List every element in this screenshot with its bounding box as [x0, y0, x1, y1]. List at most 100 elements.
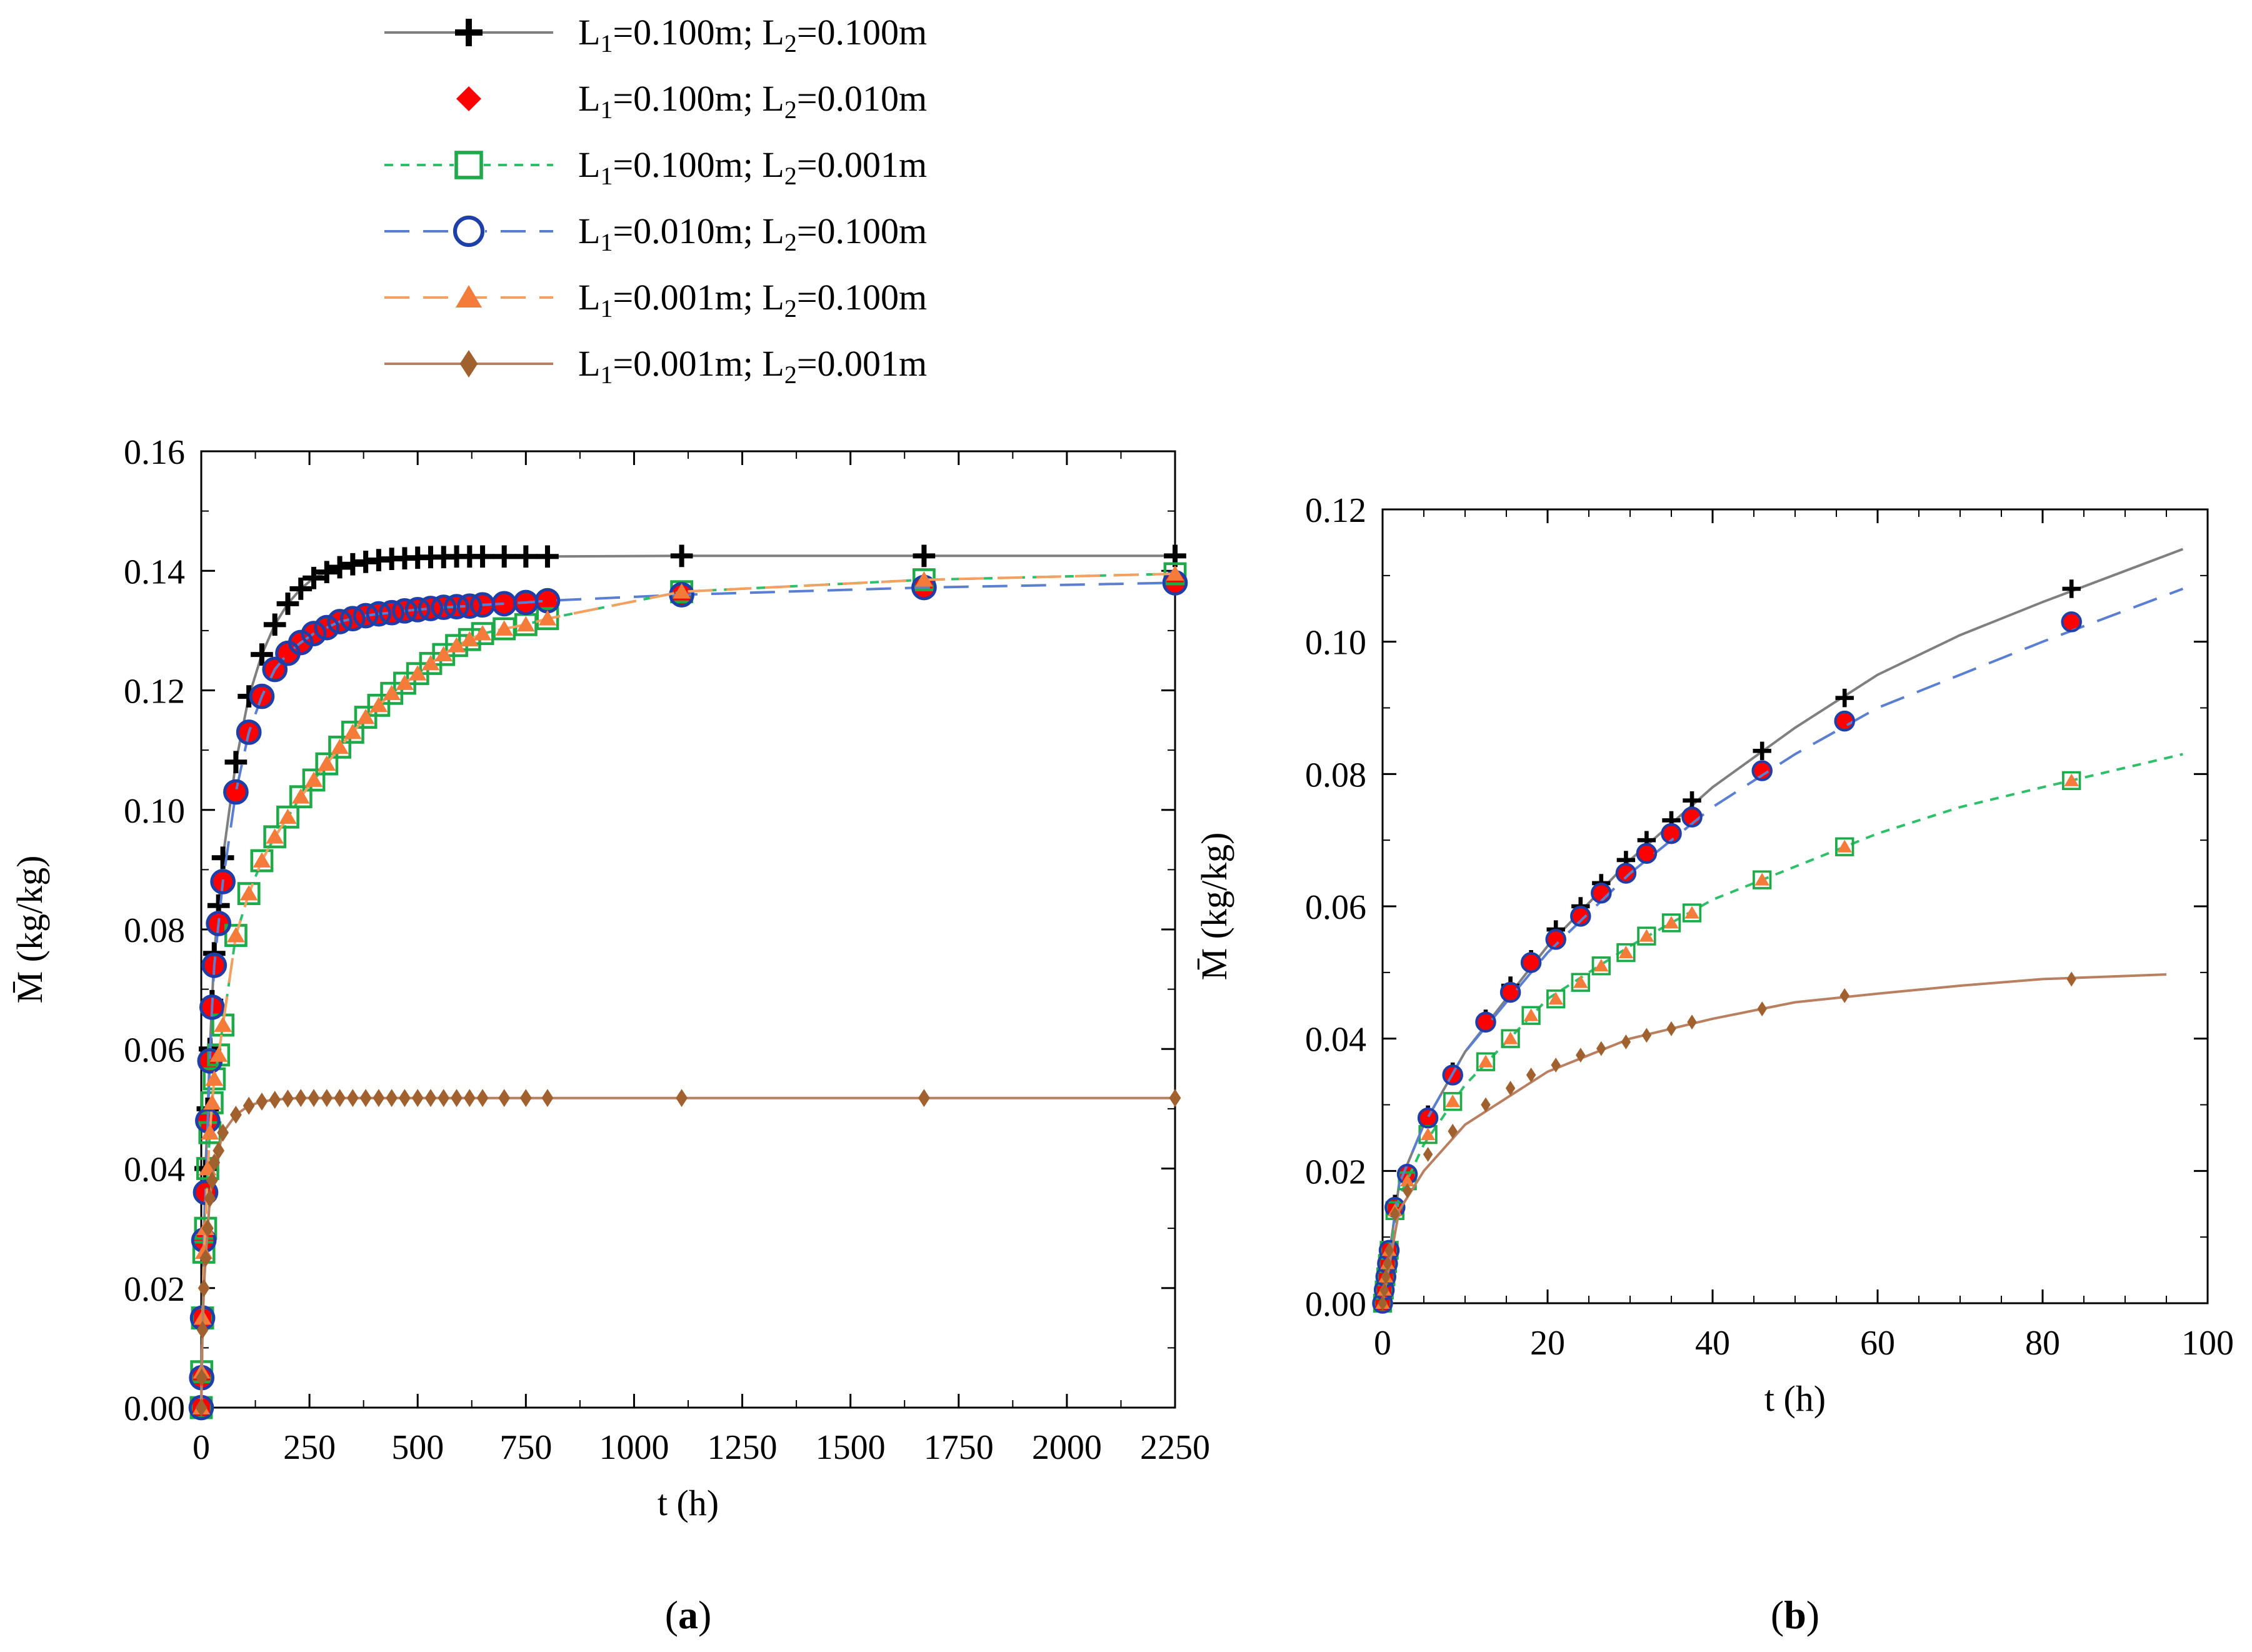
data-point-shape — [1661, 913, 1681, 933]
data-point — [392, 598, 418, 624]
x-tick-label: 1000 — [599, 1428, 669, 1467]
data-point — [217, 1123, 229, 1142]
data-point — [1442, 1064, 1463, 1086]
data-point — [1591, 956, 1611, 976]
data-point-shape — [673, 583, 691, 599]
panel-label-close: ) — [1806, 1593, 1819, 1637]
data-point-shape — [269, 1091, 281, 1109]
legend-label: L1=0.010m; L2=0.100m — [578, 211, 927, 256]
data-point-shape — [262, 656, 288, 683]
data-point-shape — [456, 593, 483, 619]
data-point-shape — [1637, 926, 1656, 946]
data-point-shape — [1443, 1092, 1463, 1111]
data-point-shape — [396, 674, 414, 690]
series-line — [1381, 588, 2184, 1304]
data-point-shape — [1551, 1058, 1561, 1073]
data-point — [444, 594, 469, 619]
series-line — [200, 573, 1176, 1408]
data-point-shape — [1753, 762, 1771, 780]
data-point — [1638, 844, 1656, 863]
series-line — [200, 1096, 1175, 1408]
y-tick-label: 0.04 — [124, 1151, 185, 1189]
legend-entry-s6: L1=0.001m; L2=0.001m — [384, 343, 927, 389]
data-point — [424, 1089, 437, 1108]
legend-marker — [456, 285, 482, 308]
data-point-shape — [288, 629, 314, 656]
data-point-shape — [251, 643, 273, 666]
data-point-shape — [328, 735, 351, 759]
data-point-shape — [318, 755, 336, 771]
data-point-shape — [434, 646, 453, 662]
data-point-shape — [1835, 837, 1854, 856]
y-tick-label: 0.02 — [124, 1270, 185, 1309]
data-point — [308, 1089, 320, 1108]
data-point-shape — [1546, 989, 1566, 1009]
data-point-shape — [676, 1089, 688, 1108]
data-point — [214, 1016, 232, 1032]
data-point — [2063, 613, 2081, 631]
data-point-shape — [1615, 863, 1637, 884]
data-point — [315, 752, 339, 776]
data-point — [207, 1043, 231, 1067]
data-point — [210, 869, 236, 894]
data-point-shape — [328, 556, 351, 579]
data-point — [236, 719, 262, 745]
data-point — [2062, 579, 2081, 598]
data-point-shape — [1638, 844, 1656, 863]
data-point-shape — [1505, 1081, 1516, 1096]
data-point — [205, 1070, 224, 1086]
data-point — [1399, 1174, 1415, 1187]
data-point — [314, 614, 340, 641]
data-point — [1573, 975, 1588, 988]
panel-label-open: ( — [1771, 1593, 1784, 1637]
data-point — [670, 544, 693, 568]
data-point-shape — [198, 1279, 210, 1298]
data-point-shape — [230, 1105, 242, 1124]
data-point — [224, 924, 248, 947]
data-point-shape — [2063, 613, 2081, 631]
legend-text-part: =0.010m — [797, 78, 927, 119]
x-tick-label: 750 — [499, 1428, 552, 1467]
data-point-shape — [471, 545, 494, 568]
data-point-shape — [236, 719, 262, 745]
data-point — [243, 1096, 255, 1115]
data-point — [223, 779, 249, 805]
data-point-shape — [1520, 952, 1542, 973]
data-point-shape — [1666, 1021, 1676, 1036]
y-tick-label: 0.04 — [1305, 1021, 1366, 1059]
data-point-shape — [1753, 741, 1771, 760]
data-point-shape — [1423, 1146, 1433, 1162]
data-point-shape — [1399, 1174, 1415, 1187]
series-line — [1381, 753, 2183, 1304]
legend-marker-bg — [454, 150, 484, 180]
legend-text-part: =0.100m; L — [613, 12, 784, 53]
data-point — [1751, 760, 1773, 781]
data-point-shape — [249, 683, 275, 709]
data-point — [379, 599, 405, 626]
data-point — [404, 597, 431, 623]
data-point — [206, 911, 232, 936]
data-point — [1596, 1041, 1606, 1056]
data-point-shape — [213, 1141, 225, 1160]
legend-text-part: L — [578, 12, 600, 53]
data-point-shape — [408, 665, 427, 681]
data-point — [321, 1089, 333, 1108]
data-point-shape — [276, 592, 299, 615]
data-point-shape — [1636, 843, 1658, 864]
series-s3 — [189, 562, 1187, 1419]
x-tick-label: 100 — [2181, 1324, 2234, 1363]
series-s6 — [1378, 971, 2167, 1311]
data-point-shape — [206, 911, 232, 936]
data-point-shape — [1573, 975, 1588, 988]
data-point-shape — [1503, 1031, 1518, 1044]
data-point-shape — [1687, 1014, 1697, 1030]
data-point-shape — [1417, 1107, 1439, 1129]
data-point-shape — [2066, 971, 2076, 987]
legend-marker — [453, 215, 485, 248]
data-point — [1419, 1109, 1437, 1127]
data-point-shape — [199, 1249, 212, 1268]
data-point-shape — [205, 1070, 224, 1086]
legend-text-part: L — [578, 211, 600, 251]
data-point-shape — [1751, 760, 1773, 781]
data-point-shape — [1523, 1008, 1539, 1021]
